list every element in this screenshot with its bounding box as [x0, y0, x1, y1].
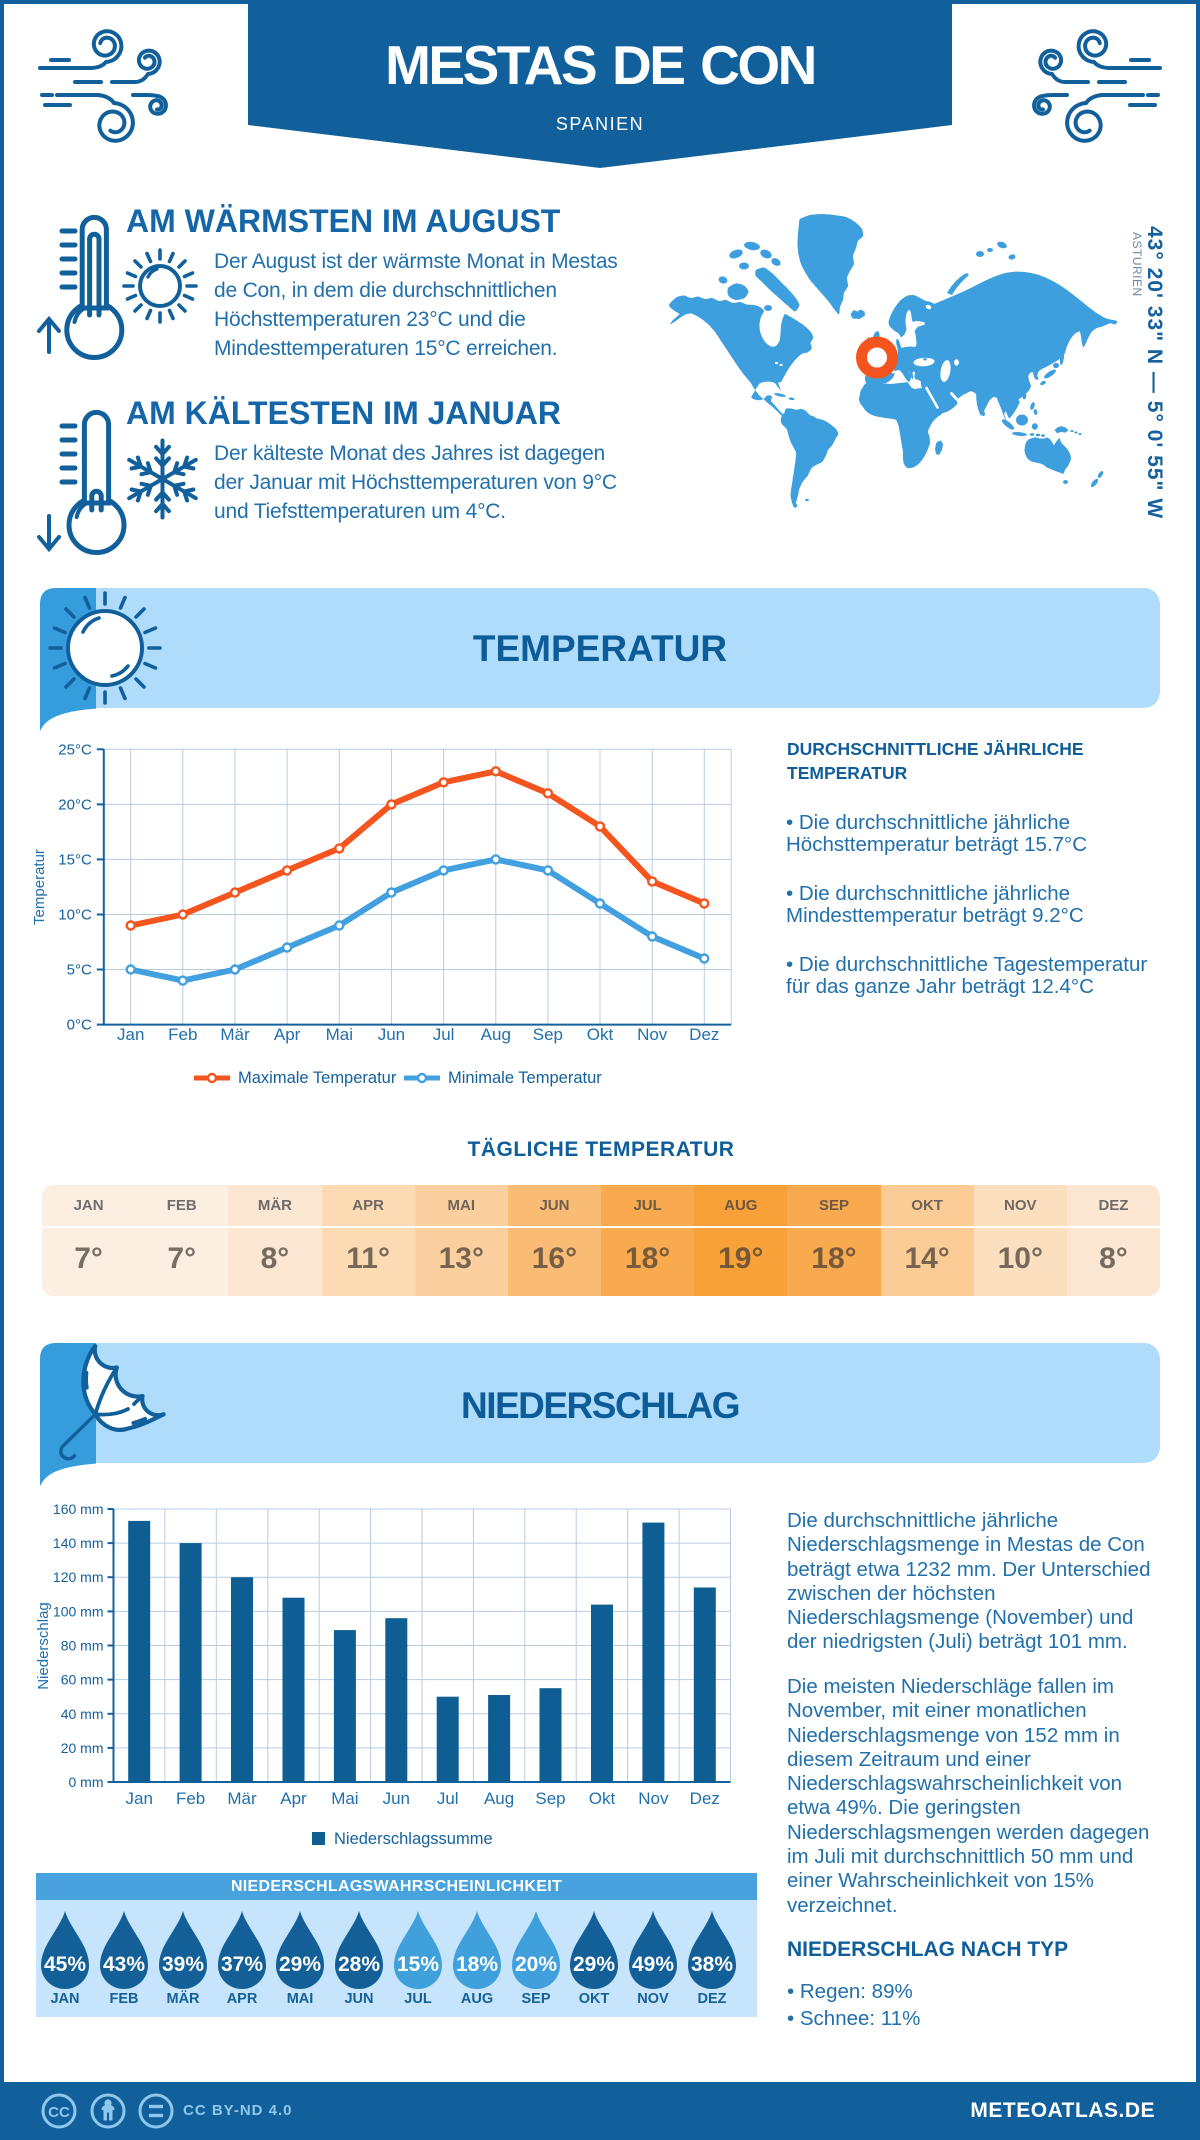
svg-text:Okt: Okt — [589, 1789, 616, 1808]
svg-text:Temperatur: Temperatur — [31, 849, 48, 925]
svg-text:Mai: Mai — [331, 1789, 358, 1808]
svg-text:Maximale Temperatur: Maximale Temperatur — [238, 1069, 397, 1087]
svg-text:10°C: 10°C — [58, 907, 92, 924]
svg-text:37%: 37% — [221, 1953, 263, 1976]
svg-text:25°C: 25°C — [58, 741, 92, 758]
svg-text:20 mm: 20 mm — [61, 1740, 104, 1756]
svg-text:Sep: Sep — [533, 1025, 563, 1044]
svg-text:Niederschlag: Niederschlag — [35, 1602, 52, 1690]
svg-text:FEB: FEB — [110, 1991, 139, 2007]
svg-text:15°C: 15°C — [58, 851, 92, 868]
svg-text:Jul: Jul — [433, 1025, 455, 1044]
svg-text:Aug: Aug — [484, 1789, 514, 1808]
svg-text:Jul: Jul — [437, 1789, 459, 1808]
svg-text:MÄR: MÄR — [166, 1990, 200, 2007]
svg-text:38%: 38% — [691, 1953, 733, 1976]
svg-text:MAI: MAI — [287, 1991, 314, 2007]
svg-text:OKT: OKT — [579, 1991, 610, 2007]
svg-text:18%: 18% — [456, 1953, 498, 1976]
svg-text:40 mm: 40 mm — [61, 1706, 104, 1722]
svg-text:160 mm: 160 mm — [53, 1501, 104, 1517]
svg-text:Aug: Aug — [481, 1025, 511, 1044]
svg-text:CC: CC — [48, 2104, 70, 2121]
svg-text:Jan: Jan — [125, 1789, 152, 1808]
svg-text:29%: 29% — [573, 1953, 615, 1976]
svg-text:JAN: JAN — [51, 1991, 80, 2007]
svg-text:43%: 43% — [103, 1953, 145, 1976]
svg-text:Feb: Feb — [176, 1789, 205, 1808]
svg-text:APR: APR — [226, 1991, 257, 2007]
svg-text:49%: 49% — [632, 1953, 674, 1976]
svg-text:39%: 39% — [162, 1953, 204, 1976]
svg-text:AUG: AUG — [461, 1991, 493, 2007]
svg-text:Nov: Nov — [638, 1789, 669, 1808]
svg-text:20°C: 20°C — [58, 796, 92, 813]
svg-text:JUL: JUL — [404, 1991, 432, 2007]
svg-text:Okt: Okt — [587, 1025, 614, 1044]
svg-text:Mai: Mai — [326, 1025, 353, 1044]
svg-text:45%: 45% — [44, 1953, 86, 1976]
svg-text:Dez: Dez — [690, 1789, 720, 1808]
svg-text:Jan: Jan — [117, 1025, 144, 1044]
svg-text:60 mm: 60 mm — [61, 1672, 104, 1688]
svg-text:29%: 29% — [279, 1953, 321, 1976]
svg-text:5°C: 5°C — [67, 962, 92, 979]
svg-text:Apr: Apr — [274, 1025, 301, 1044]
svg-text:Jun: Jun — [383, 1789, 410, 1808]
svg-text:80 mm: 80 mm — [61, 1638, 104, 1654]
svg-text:Sep: Sep — [535, 1789, 565, 1808]
svg-text:Jun: Jun — [378, 1025, 405, 1044]
svg-text:100 mm: 100 mm — [53, 1603, 104, 1619]
svg-text:Mär: Mär — [220, 1025, 250, 1044]
svg-text:Feb: Feb — [168, 1025, 197, 1044]
svg-text:JUN: JUN — [345, 1991, 374, 2007]
svg-text:20%: 20% — [515, 1953, 557, 1976]
svg-text:Mär: Mär — [227, 1789, 257, 1808]
svg-text:NOV: NOV — [637, 1991, 669, 2007]
svg-text:140 mm: 140 mm — [53, 1535, 104, 1551]
svg-text:0 mm: 0 mm — [69, 1774, 104, 1790]
svg-text:Nov: Nov — [637, 1025, 668, 1044]
svg-text:Dez: Dez — [689, 1025, 719, 1044]
svg-text:120 mm: 120 mm — [53, 1569, 104, 1585]
svg-text:15%: 15% — [397, 1953, 439, 1976]
svg-text:28%: 28% — [338, 1953, 380, 1976]
svg-text:Niederschlagssumme: Niederschlagssumme — [334, 1830, 493, 1848]
svg-text:0°C: 0°C — [67, 1017, 92, 1034]
svg-text:DEZ: DEZ — [697, 1991, 726, 2007]
svg-text:Minimale Temperatur: Minimale Temperatur — [448, 1069, 602, 1087]
svg-text:Apr: Apr — [280, 1789, 307, 1808]
svg-text:SEP: SEP — [521, 1991, 550, 2007]
